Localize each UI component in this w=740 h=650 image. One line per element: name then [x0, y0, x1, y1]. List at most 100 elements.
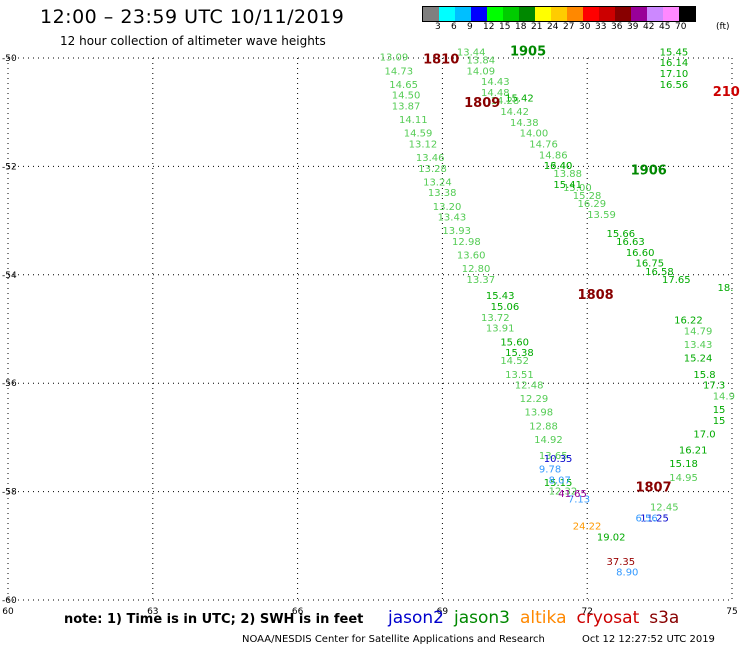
wave-height-value: 15.66: [607, 229, 636, 240]
wave-height-value: 13.43: [684, 340, 713, 351]
wave-height-value: 13.59: [587, 210, 616, 221]
lon-tick-label: 69: [437, 607, 449, 617]
wave-height-value: 14.00: [520, 129, 549, 140]
wave-height-value: 13.93: [442, 226, 471, 237]
lon-tick-label: 66: [292, 607, 304, 617]
wave-height-value: 14.59: [404, 129, 433, 140]
legend-label: 39: [627, 22, 639, 32]
lon-tick-label: 72: [581, 607, 592, 617]
wave-height-value: 15.38: [505, 348, 534, 359]
wave-height-value: 12.98: [452, 237, 481, 248]
wave-height-value: 8.90: [616, 568, 638, 579]
wave-height-value: 15.15: [544, 478, 573, 489]
wave-height-value: 13.38: [428, 188, 457, 199]
wave-height-value: 13.60: [457, 251, 486, 262]
wave-height-value: 16.60: [626, 248, 655, 259]
satellite-label-jason2: jason2: [388, 608, 444, 628]
wave-height-value: 41.65: [558, 489, 587, 500]
wave-height-value: 14.65: [389, 80, 418, 91]
wave-height-value: 12.88: [529, 421, 558, 432]
legend-swatch: [439, 7, 455, 21]
legend-label: 30: [579, 22, 591, 32]
wave-height-value: 19.02: [597, 532, 626, 543]
wave-height-value: 16.56: [660, 80, 689, 91]
lon-tick-label: 60: [2, 607, 14, 617]
wave-height-value: 14.50: [392, 91, 421, 102]
legend-swatch: [471, 7, 487, 21]
page-subtitle: 12 hour collection of altimeter wave hei…: [60, 34, 326, 48]
wave-height-value: 13.28: [418, 164, 447, 175]
wave-height-value: 11.25: [640, 513, 669, 524]
wave-height-value: 14.86: [539, 150, 568, 161]
legend-swatch: [615, 7, 631, 21]
wave-height-value: 16.63: [616, 237, 645, 248]
wave-height-value: 15.00: [563, 183, 592, 194]
wave-height-value: 17.10: [660, 69, 689, 80]
wave-height-value: 7.13: [568, 494, 590, 505]
generated-timestamp: Oct 12 12:27:52 UTC 2019: [582, 634, 715, 645]
legend-swatch: [535, 7, 551, 21]
legend-label: 6: [451, 22, 457, 32]
wave-height-value: 6.56: [635, 513, 657, 524]
wave-height-value: 13.88: [553, 169, 582, 180]
wave-height-value: 17.0: [693, 429, 715, 440]
satellite-label-jason3: jason3: [454, 608, 510, 628]
legend-label: 21: [531, 22, 543, 32]
wave-height-value: 13.51: [505, 370, 534, 381]
wave-height-value: 13.98: [524, 408, 553, 419]
legend-swatch: [663, 7, 679, 21]
legend-swatch: [583, 7, 599, 21]
wave-height-value: 12.48: [515, 381, 544, 392]
wave-height-value: 16.29: [578, 199, 607, 210]
legend-label: 70: [675, 22, 687, 32]
wave-height-value: 13.72: [481, 313, 510, 324]
legend-swatch: [679, 7, 695, 21]
wave-height-value: 14.09: [467, 66, 496, 77]
lat-tick-label: -58: [2, 488, 17, 498]
wave-height-value: 12.29: [520, 394, 549, 405]
pass-time-label: 210: [713, 85, 740, 100]
wave-height-value: 16.14: [660, 58, 689, 69]
page-title: 12:00 – 23:59 UTC 10/11/2019: [40, 6, 345, 28]
legend-swatch: [455, 7, 471, 21]
wave-height-value: 12.32: [549, 486, 578, 497]
wave-height-value: 13.91: [486, 324, 515, 335]
wave-height-value: 13.84: [467, 55, 496, 66]
wave-height-value: 15.06: [491, 302, 520, 313]
wave-height-value: 14.42: [500, 107, 529, 118]
wave-height-value: 15: [713, 416, 726, 427]
legend-label: 15: [499, 22, 511, 32]
wave-height-value: 15.41: [553, 180, 582, 191]
satellite-label-cryosat: cryosat: [576, 608, 640, 628]
wave-height-value: 15.45: [660, 47, 689, 58]
wave-height-value: 13.24: [423, 177, 452, 188]
legend-label: 9: [467, 22, 473, 32]
lat-tick-label: -56: [2, 379, 17, 389]
wave-height-value: 14.73: [384, 66, 413, 77]
wave-height-value: 14.79: [684, 326, 713, 337]
lon-tick-label: 63: [147, 607, 158, 617]
pass-time-label: 1905: [510, 44, 546, 59]
wave-height-value: 13.65: [539, 451, 568, 462]
wave-height-value: 17.65: [662, 275, 691, 286]
legend-label: 45: [659, 22, 671, 32]
wave-height-value: 10.35: [544, 454, 573, 465]
wave-height-value: 16.22: [674, 316, 703, 327]
lon-tick-label: 75: [726, 607, 737, 617]
wave-height-value: 13.20: [433, 202, 462, 213]
wave-height-value: 16.40: [544, 161, 573, 172]
lat-tick-label: -54: [2, 271, 17, 281]
color-scale-legend: [422, 6, 696, 22]
pass-time-label: 1808: [578, 288, 614, 303]
lat-tick-label: -60: [2, 596, 17, 606]
pass-time-label: 1807: [635, 481, 671, 496]
wave-height-value: 12.80: [462, 264, 491, 275]
legend-label: 42: [643, 22, 655, 32]
wave-height-value: 13.43: [438, 213, 467, 224]
legend-swatch: [487, 7, 503, 21]
wave-height-value: 8.07: [549, 475, 571, 486]
wave-height-value: 18.: [718, 283, 734, 294]
legend-swatch: [423, 7, 439, 21]
legend-swatch: [647, 7, 663, 21]
